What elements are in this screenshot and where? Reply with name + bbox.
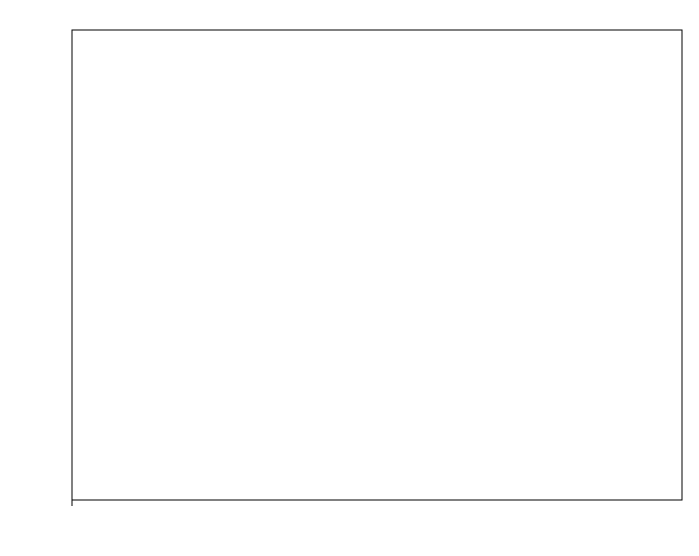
chart-svg (0, 0, 699, 556)
plot-frame (72, 30, 682, 500)
entropy-chart (0, 0, 699, 556)
